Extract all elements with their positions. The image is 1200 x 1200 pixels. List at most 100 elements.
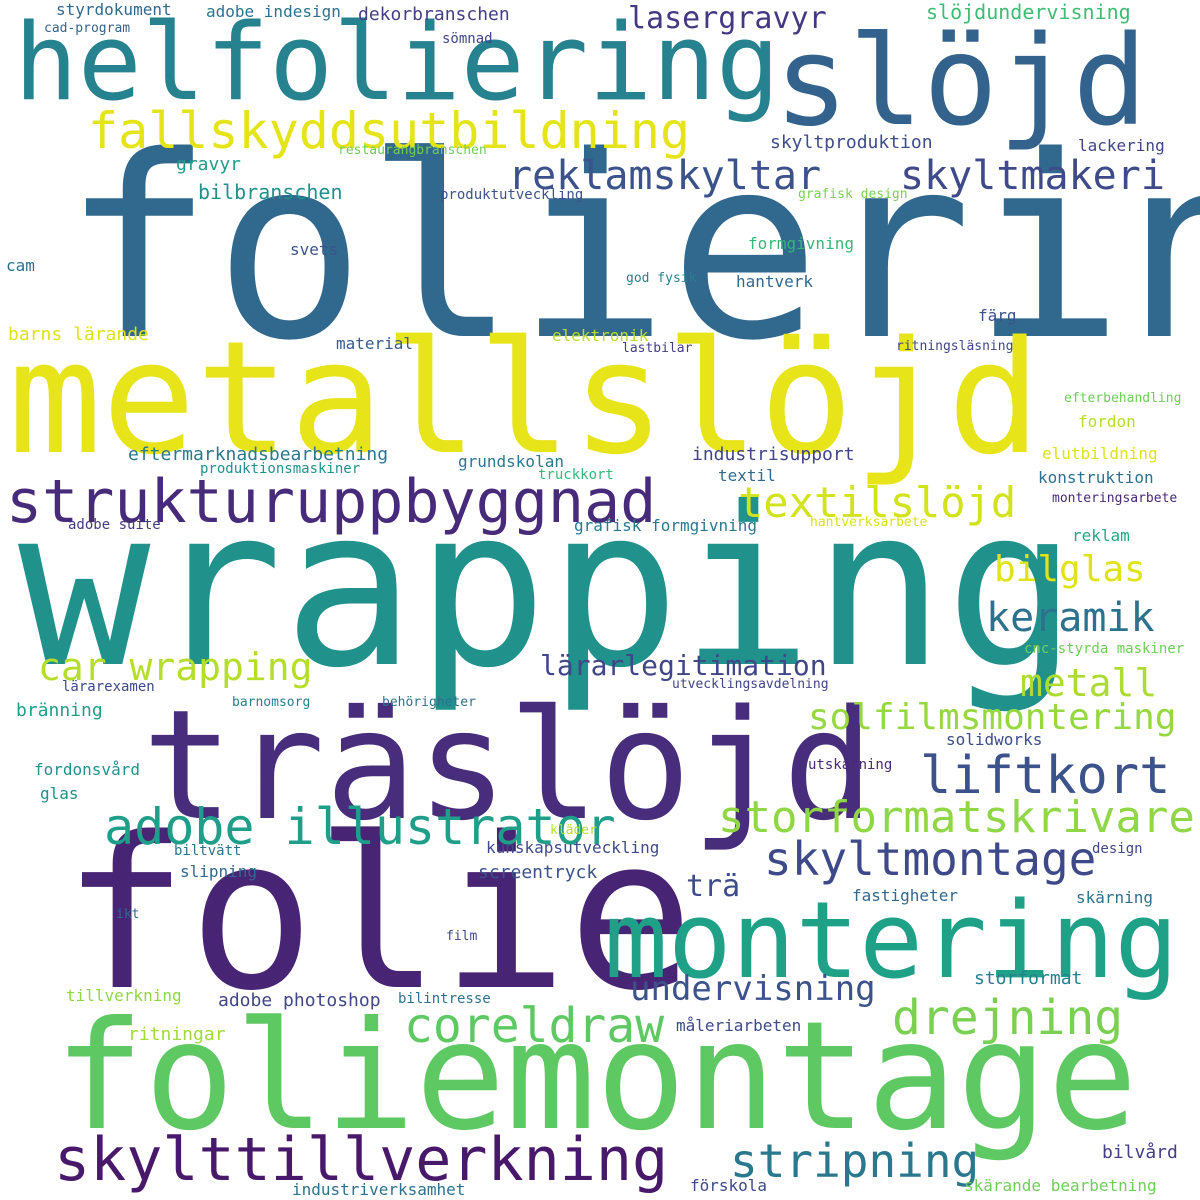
word-farg: färg	[978, 306, 1017, 325]
word-maleriarbeten: måleriarbeten	[676, 1016, 802, 1035]
word-skyltproduktion: skyltproduktion	[770, 132, 933, 153]
word-skyltmontage: skyltmontage	[764, 832, 1097, 886]
word-industriverksamhet: industriverksamhet	[292, 1180, 466, 1199]
word-textil: textil	[718, 466, 776, 485]
word-solfilmsmontering: solfilmsmontering	[808, 697, 1177, 738]
word-grafisk-formgivning: grafisk formgivning	[574, 516, 758, 535]
word-industrisupport: industrisupport	[692, 444, 855, 465]
word-slojd: slöjd	[774, 10, 1148, 154]
word-branning: bränning	[16, 700, 103, 721]
word-screentryck: screentryck	[478, 862, 598, 883]
word-skarning: skärning	[1076, 888, 1154, 907]
word-strukturuppbyggnad: strukturuppbyggnad	[6, 467, 657, 537]
word-slojdundervisning: slöjdundervisning	[926, 0, 1131, 24]
word-adobe-photoshop: adobe photoshop	[218, 990, 381, 1011]
word-fordon: fordon	[1078, 412, 1136, 431]
word-lastbilar: lastbilar	[622, 341, 693, 356]
word-fastigheter: fastigheter	[852, 886, 958, 905]
word-behorigheter: behörigheter	[382, 695, 476, 710]
word-restaurangbranschen: restaurangbranschen	[338, 143, 487, 158]
word-skarande-bearbetning: skärande bearbetning	[964, 1176, 1157, 1195]
word-reklamskyltar: reklamskyltar	[508, 153, 822, 199]
word-lasergravyr: lasergravyr	[628, 1, 827, 36]
word-eftermarknadsbearbetning: eftermarknadsbearbetning	[128, 444, 389, 465]
word-tillverkning: tillverkning	[66, 986, 182, 1005]
word-adobe-indesign: adobe indesign	[206, 2, 341, 21]
word-textilslojd: textilslöjd	[738, 478, 1017, 527]
word-design: design	[1092, 841, 1143, 857]
word-car-wrapping: car wrapping	[38, 645, 313, 689]
word-skyltmakeri: skyltmakeri	[900, 153, 1165, 199]
word-storformat: storformat	[974, 968, 1083, 989]
word-god-fysik: god fysik	[626, 271, 697, 286]
word-styrdokument: styrdokument	[56, 0, 172, 19]
word-metall: metall	[1020, 661, 1158, 705]
word-ritningslasning: ritningsläsning	[896, 339, 1014, 354]
word-utvecklingsavdelning: utvecklingsavdelning	[672, 677, 829, 692]
word-lackering: lackering	[1078, 136, 1165, 155]
word-folie: folie	[62, 792, 695, 1037]
word-undervisning: undervisning	[630, 969, 876, 1009]
word-utskarning: utskärning	[808, 757, 893, 773]
word-elutbildning: elutbildning	[1042, 444, 1158, 463]
word-formgivning: formgivning	[748, 234, 854, 253]
word-dekorbranschen: dekorbranschen	[358, 4, 510, 25]
word-montering: montering	[604, 879, 1179, 1002]
word-skylttillverkning: skylttillverkning	[54, 1125, 669, 1195]
word-somnad: sömnad	[442, 31, 493, 47]
word-adobe-illustrator: adobe illustrator	[104, 798, 616, 856]
word-barnomsorg: barnomsorg	[232, 695, 311, 710]
word-adobe-suite: adobe suite	[68, 517, 161, 533]
word-traslojd: träslöjd	[142, 677, 875, 854]
word-ritningar: ritningar	[128, 1024, 226, 1045]
word-fallskyddsutbildning: fallskyddsutbildning	[88, 102, 691, 160]
word-storformatskrivare: storformatskrivare	[718, 792, 1195, 843]
word-fordonsvard: fordonsvård	[34, 760, 140, 779]
word-hantverksarbete: hantverksarbete	[810, 515, 928, 530]
word-tra: trä	[686, 869, 741, 904]
word-forskola: förskola	[690, 1176, 768, 1195]
word-film: film	[446, 929, 478, 944]
word-stripning: stripning	[730, 1134, 980, 1188]
word-grafisk-design: grafisk design	[798, 187, 908, 202]
word-svets: svets	[290, 240, 339, 259]
word-monteringsarbete: monteringsarbete	[1052, 491, 1178, 506]
word-bilbranschen: bilbranschen	[198, 180, 343, 204]
word-material: material	[336, 334, 414, 353]
word-reklam: reklam	[1072, 526, 1130, 545]
word-glas: glas	[40, 784, 79, 803]
word-wrapping: wrapping	[18, 460, 1078, 716]
word-grundskolan: grundskolan	[458, 452, 564, 471]
word-bilvard: bilvård	[1102, 1142, 1178, 1163]
word-ikt: ikt	[116, 907, 140, 922]
word-elektronik: elektronik	[552, 326, 649, 345]
word-hantverk: hantverk	[736, 272, 814, 291]
word-foliering: foliering	[62, 103, 1200, 396]
word-coreldraw: coreldraw	[404, 998, 665, 1054]
word-metallslojd: metallslöjd	[8, 307, 1042, 489]
word-truckkort: truckkort	[538, 467, 614, 483]
word-konstruktion: konstruktion	[1038, 468, 1154, 487]
word-bilglas: bilglas	[994, 549, 1146, 590]
word-efterbehandling: efterbehandling	[1064, 391, 1182, 406]
word-produktionsmaskiner: produktionsmaskiner	[200, 461, 361, 477]
word-foliemontage: foliemontage	[54, 990, 1138, 1164]
word-produktutveckling: produktutveckling	[440, 187, 584, 203]
word-kunskapsutveckling: kunskapsutveckling	[486, 838, 660, 857]
word-solidworks: solidworks	[946, 730, 1043, 749]
word-slipning: slipning	[180, 862, 258, 881]
word-bilintresse: bilintresse	[398, 991, 491, 1007]
word-cam: cam	[6, 256, 35, 275]
word-barns-larande: barns lärande	[8, 324, 149, 345]
word-klader: kläder	[550, 823, 597, 838]
word-cnc-styrda-maskiner: cnc-styrda maskiner	[1024, 641, 1185, 657]
word-biltvatt: biltvätt	[174, 843, 242, 859]
word-gravyr: gravyr	[176, 154, 242, 175]
word-cad-program: cad-program	[44, 21, 131, 36]
word-lararexamen: lärarexamen	[62, 679, 155, 695]
word-keramik: keramik	[986, 595, 1155, 641]
word-drejning: drejning	[892, 990, 1124, 1046]
word-helfoliering: helfoliering	[14, 1, 780, 124]
word-liftkort: liftkort	[920, 746, 1171, 806]
